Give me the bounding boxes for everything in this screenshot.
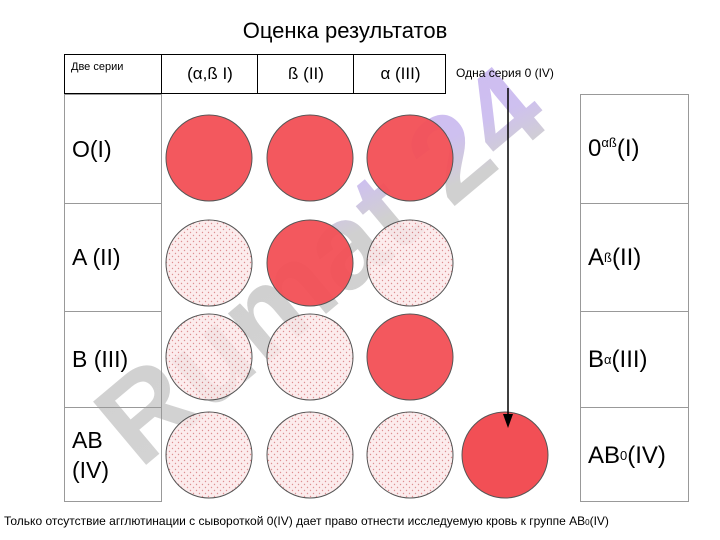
result-sub: α	[604, 352, 612, 367]
group-label-row: A (II)	[65, 203, 161, 311]
agglutination-negative-well	[366, 411, 454, 499]
agglutination-negative-well	[165, 219, 253, 307]
single-series-positive-well	[461, 411, 549, 499]
group-label-row: AB (IV)	[65, 407, 161, 503]
header-row: Две серии (α,ß I) ß (II) α (III)	[64, 54, 446, 94]
result-main: B	[588, 345, 605, 373]
group-label: AB (IV)	[72, 426, 110, 483]
result-sub: 0	[620, 448, 628, 463]
agglutination-positive-well	[266, 219, 354, 307]
agglutination-negative-well	[165, 313, 253, 401]
agglutination-negative-well	[165, 411, 253, 499]
agglutination-positive-well	[366, 114, 454, 202]
group-label: O(I)	[72, 135, 112, 162]
footer-suffix: (IV)	[589, 514, 609, 528]
group-label: B (III)	[72, 346, 129, 372]
page-title: Оценка результатов	[242, 18, 448, 43]
agglutination-negative-well	[266, 313, 354, 401]
footer-sub: 0	[585, 518, 590, 527]
result-group: (II)	[611, 243, 642, 271]
group-label-row: O(I)	[65, 95, 161, 203]
result-main: A	[588, 243, 605, 271]
agglutination-positive-well	[366, 313, 454, 401]
result-group: (IV)	[627, 441, 666, 469]
header-cell-serum-2: ß (II)	[257, 55, 354, 93]
result-row: AB 0 (IV)	[581, 407, 688, 503]
agglutination-negative-well	[266, 411, 354, 499]
result-sub: αß	[601, 135, 617, 150]
footer-note: Только отсутствие агглютинации с сыворот…	[4, 514, 609, 528]
result-main: AB	[588, 441, 621, 469]
result-group: (I)	[616, 135, 640, 162]
result-sub: ß	[604, 250, 612, 265]
header-cell-serum-3: α (III)	[353, 55, 447, 93]
footer-text: Только отсутствие агглютинации с сыворот…	[4, 514, 586, 528]
single-series-label: Одна серия 0 (IV)	[456, 66, 554, 80]
result-main: 0	[588, 135, 602, 162]
result-group: (III)	[611, 345, 648, 373]
agglutination-positive-well	[266, 114, 354, 202]
single-series-arrow-head	[503, 414, 513, 428]
header-cell-serum-1: (α,ß I)	[161, 55, 258, 93]
group-label: A (II)	[72, 244, 121, 270]
group-label-column: O(I) A (II) B (III) AB (IV)	[64, 94, 162, 502]
result-row: 0 αß (I)	[581, 95, 688, 203]
group-label-row: B (III)	[65, 311, 161, 407]
agglutination-negative-well	[366, 219, 454, 307]
agglutination-positive-well	[165, 114, 253, 202]
header-cell-two-series: Две серии	[71, 61, 124, 73]
